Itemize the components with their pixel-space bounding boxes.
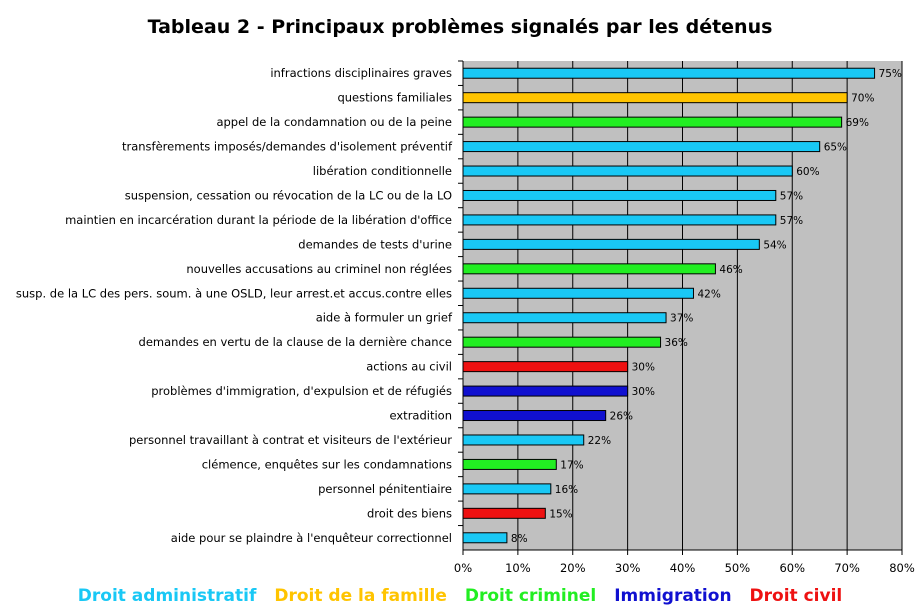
x-tick-label: 60%	[779, 561, 805, 575]
bar	[462, 507, 546, 519]
category-label: maintien en incarcération durant la péri…	[65, 213, 452, 227]
category-label: transfèrements imposés/demandes d'isolem…	[122, 140, 453, 154]
bar	[462, 385, 629, 397]
x-tick-label: 10%	[505, 561, 531, 575]
x-tick-label: 70%	[834, 561, 860, 575]
category-label: aide à formuler un grief	[316, 311, 453, 325]
chart-title: Tableau 2 - Principaux problèmes signalé…	[148, 16, 773, 38]
bar	[462, 238, 760, 250]
x-tick-label: 20%	[560, 561, 586, 575]
data-label: 60%	[796, 166, 819, 178]
data-label: 57%	[780, 190, 803, 202]
data-label: 15%	[549, 508, 572, 520]
category-label: nouvelles accusations au criminel non ré…	[186, 262, 452, 276]
data-label: 17%	[560, 459, 583, 471]
category-label: demandes de tests d'urine	[298, 237, 452, 251]
bar	[462, 67, 876, 79]
bar	[462, 483, 552, 495]
category-label: personnel travaillant à contrat et visit…	[129, 433, 452, 447]
bar	[462, 189, 777, 201]
x-tick-label: 80%	[889, 561, 915, 575]
data-label: 75%	[879, 68, 902, 80]
data-label: 16%	[555, 484, 578, 496]
x-tick-label: 50%	[725, 561, 751, 575]
bar	[462, 116, 843, 128]
bar	[462, 434, 585, 446]
x-axis: 0% 10% 20% 30% 40% 50% 60% 70% 80%	[454, 60, 915, 575]
category-label: demandes en vertu de la clause de la der…	[139, 335, 452, 349]
data-label: 8%	[511, 533, 528, 545]
category-label: aide pour se plaindre à l'enquêteur corr…	[171, 531, 452, 545]
bar	[462, 287, 694, 299]
bar	[462, 361, 629, 373]
category-label: infractions disciplinaires graves	[270, 66, 452, 80]
bar	[462, 92, 848, 104]
data-label: 54%	[763, 239, 786, 251]
category-label: questions familiales	[337, 91, 452, 105]
bar	[462, 410, 607, 422]
category-label: actions au civil	[366, 360, 452, 374]
bar	[462, 336, 662, 348]
data-label: 46%	[719, 264, 742, 276]
bar	[462, 312, 667, 324]
bar	[462, 263, 716, 275]
bar	[462, 458, 557, 470]
category-label: problèmes d'immigration, d'expulsion et …	[151, 384, 452, 398]
category-label: clémence, enquêtes sur les condamnations	[202, 457, 452, 471]
x-tick-label: 30%	[615, 561, 641, 575]
data-label: 26%	[610, 411, 633, 423]
value-labels: 75% 70% 69% 65% 60% 57% 57% 54% 46% 42% 37% 36% 30% 3…	[511, 68, 902, 545]
data-label: 30%	[632, 362, 655, 374]
data-label: 37%	[670, 313, 693, 325]
legend: Droit administratif Droit de la famille Dr…	[0, 585, 920, 607]
data-label: 65%	[824, 142, 847, 154]
bar-chart: Tableau 2 - Principaux problèmes signalé…	[16, 16, 915, 575]
category-label: suspension, cessation ou révocation de l…	[125, 188, 452, 202]
category-label: droit des biens	[367, 506, 452, 520]
category-label: susp. de la LC des pers. soum. à une OSL…	[16, 286, 452, 300]
category-label: libération conditionnelle	[313, 164, 452, 178]
data-label: 36%	[665, 337, 688, 349]
data-label: 42%	[697, 288, 720, 300]
category-label: personnel pénitentiaire	[318, 482, 452, 496]
legend-item: Droit civil	[749, 586, 843, 606]
data-label: 57%	[780, 215, 803, 227]
bars	[462, 67, 876, 544]
x-tick-label: 40%	[670, 561, 696, 575]
bar	[462, 141, 821, 153]
legend-item: Droit administratif	[77, 586, 257, 606]
bar	[462, 532, 508, 544]
legend-item: Droit de la famille	[274, 586, 447, 606]
data-label: 69%	[846, 117, 869, 129]
x-tick-label: 0%	[454, 561, 472, 575]
category-label: appel de la condamnation ou de la peine	[216, 115, 452, 129]
bar	[462, 214, 777, 226]
legend-item: Droit criminel	[464, 586, 597, 606]
data-label: 30%	[632, 386, 655, 398]
category-label: extradition	[390, 409, 453, 423]
category-labels: infractions disciplinaires graves questio…	[16, 66, 453, 545]
legend-item: Immigration	[614, 586, 732, 606]
bar	[462, 165, 793, 177]
data-label: 22%	[588, 435, 611, 447]
data-label: 70%	[851, 93, 874, 105]
